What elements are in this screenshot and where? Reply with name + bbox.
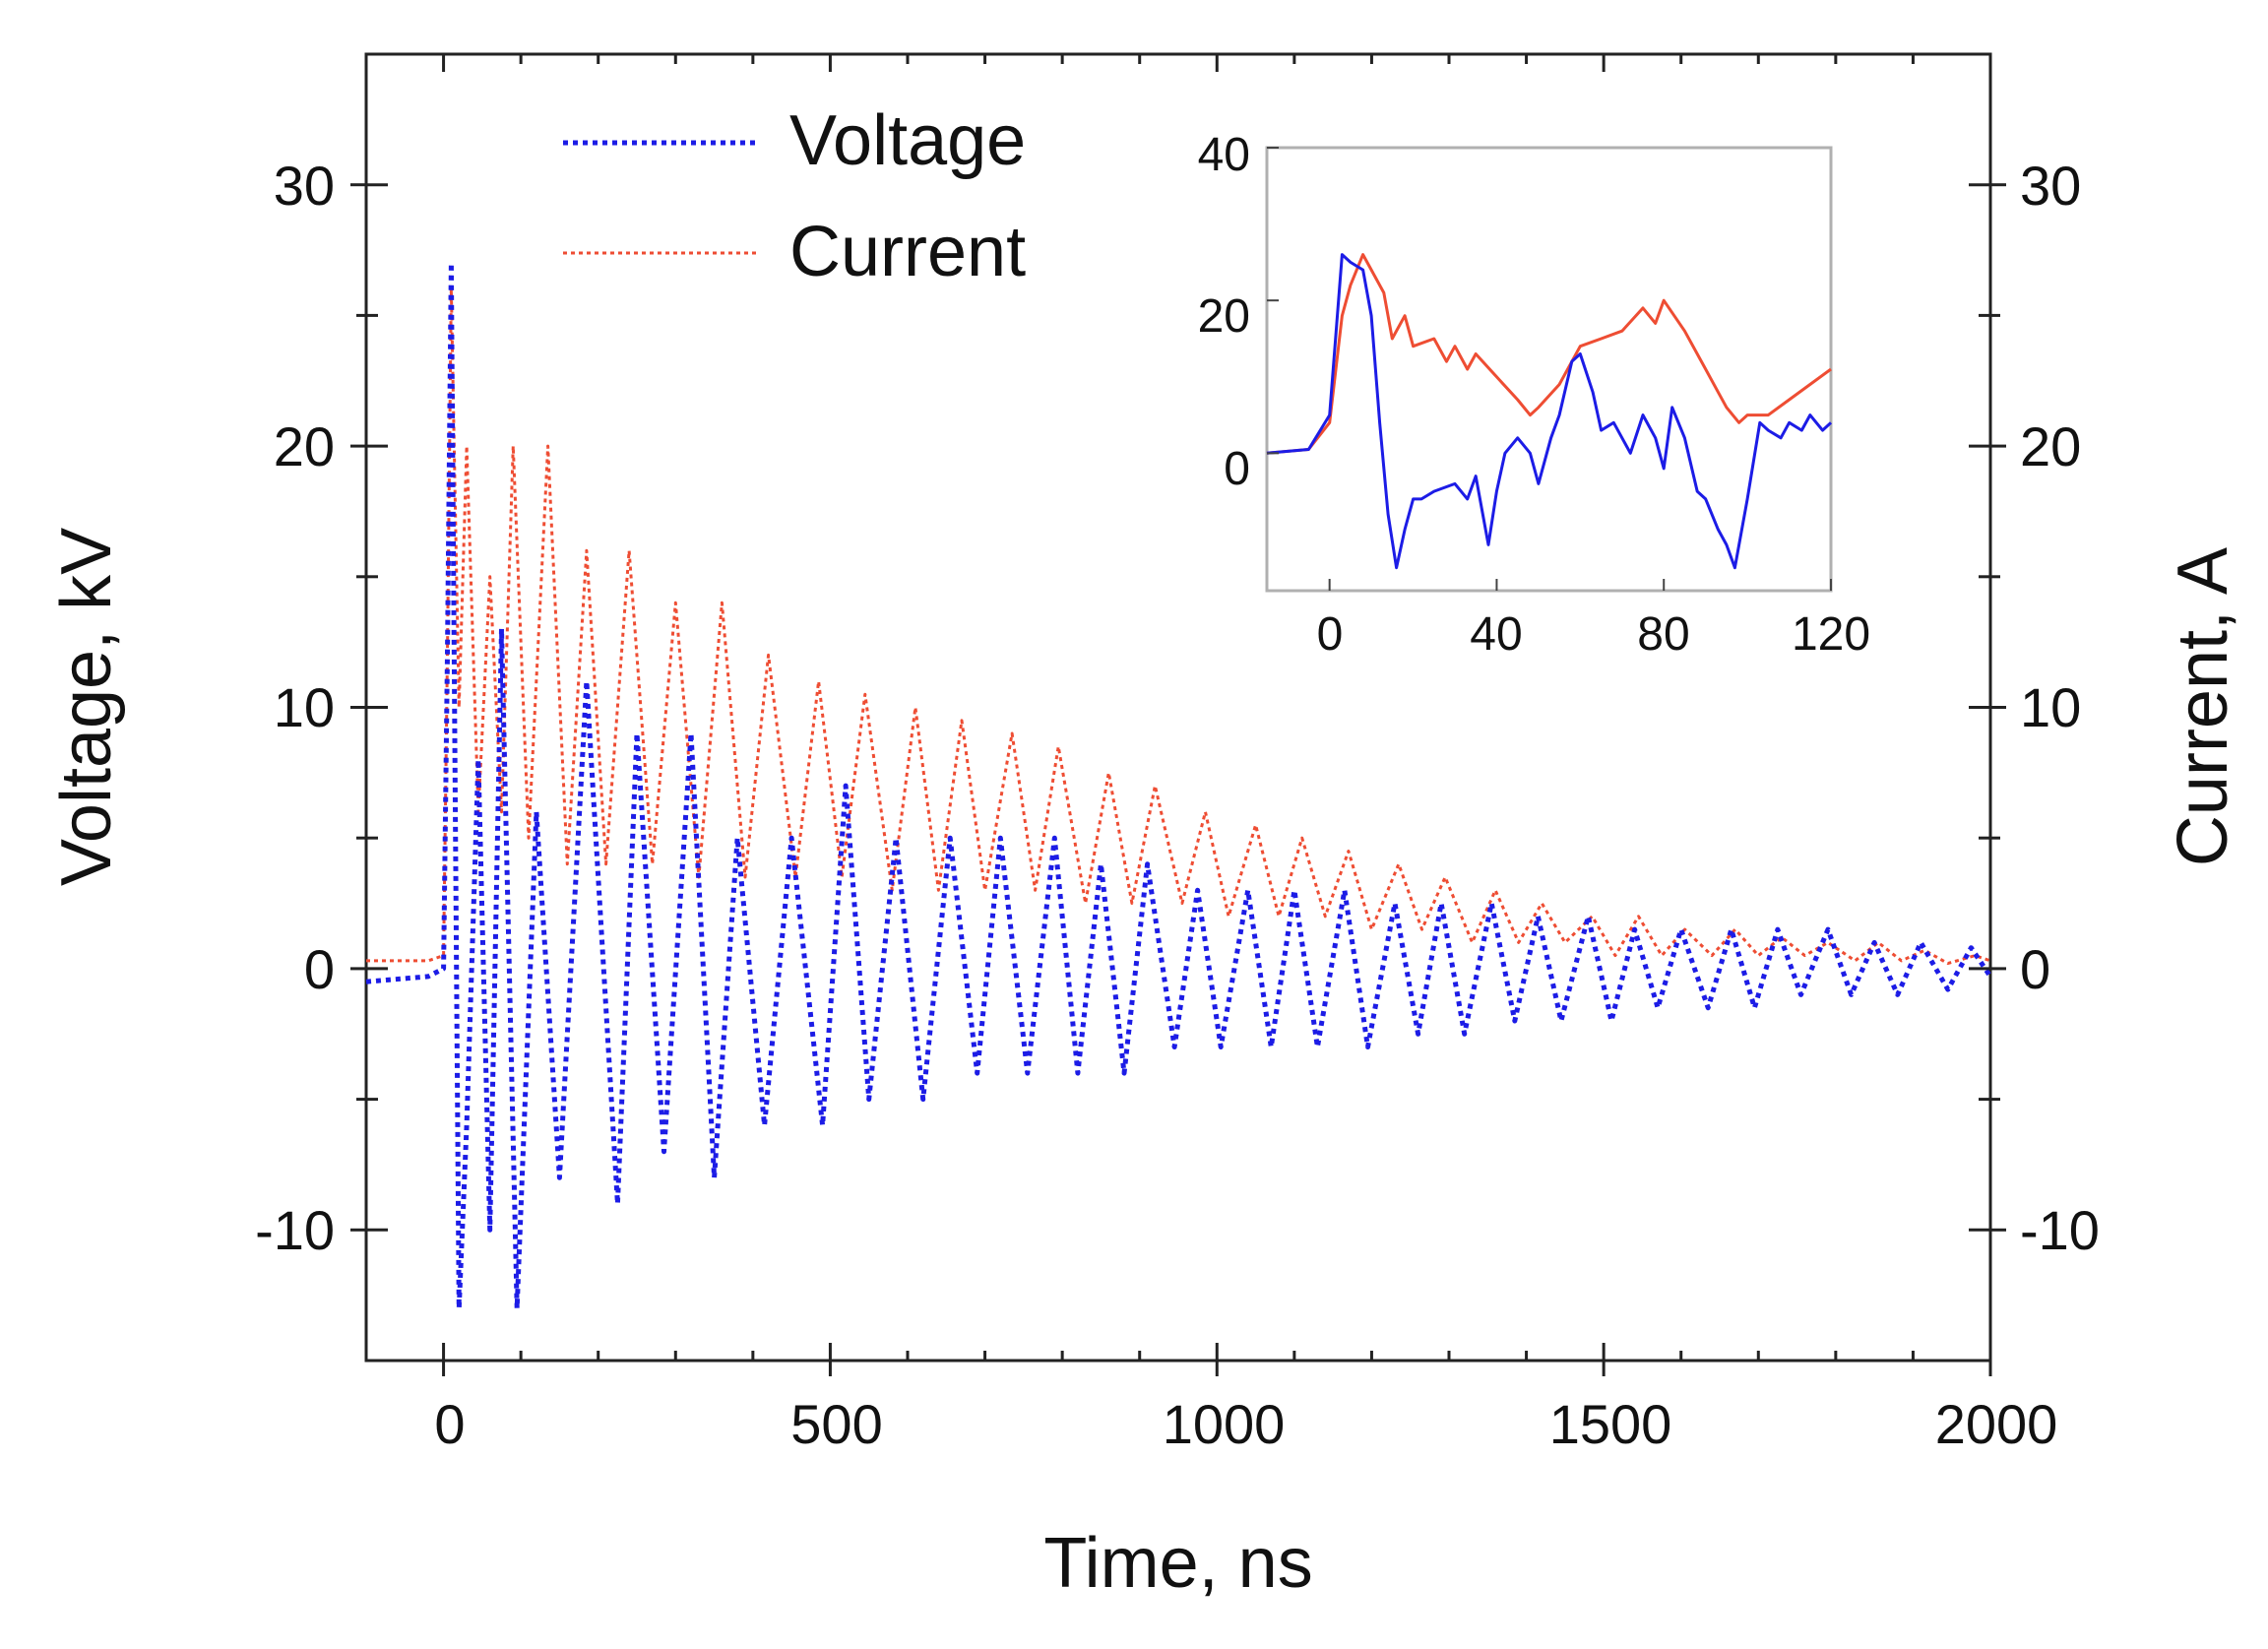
inset-series-line-current [1266,253,1832,455]
y2-tick-label: -10 [2020,1199,2100,1261]
series-line-voltage [365,260,1993,1311]
inset-y-tick-label: 40 [1198,129,1250,181]
x-tick-label: 500 [790,1393,882,1455]
y-axis-title: Voltage, kV [47,528,126,886]
x-tick-label: 0 [434,1393,465,1455]
y2-tick-label: 0 [2020,938,2050,1000]
inset-y-tick-label: 20 [1198,290,1250,343]
y2-tick-label: 10 [2020,676,2081,738]
x-axis-title: Time, ns [1043,1524,1312,1603]
inset-plot-frame [1265,146,1833,593]
y2-axis-title: Current, A [2164,547,2242,866]
y-tick-label: -10 [255,1199,335,1261]
legend-current-label: Current [789,213,1026,291]
legend: Voltage Current [563,101,1026,291]
main-chart: 30 20 10 0 -10 30 20 10 0 -10 0 500 1000… [47,52,2242,1603]
x-tick-label: 1000 [1163,1393,1286,1455]
x-tick-label: 2000 [1935,1393,2058,1455]
series-line-current [366,287,1991,966]
x-tick-label: 1500 [1549,1393,1672,1455]
inset-x-tick-label: 40 [1470,608,1522,661]
inset-x-tick-label: 120 [1792,608,1870,661]
main-series-lines [365,260,1993,1311]
inset-axis-ticks [1267,147,1832,591]
y-tick-label: 30 [274,155,335,217]
inset-x-tick-label: 80 [1637,608,1689,661]
y2-tick-label: 30 [2020,155,2081,217]
y-tick-label: 0 [304,938,335,1000]
inset-series-lines [1266,253,1833,570]
y2-tick-label: 20 [2020,415,2081,477]
inset-series-line-voltage [1266,253,1833,570]
inset-y-tick-label: 0 [1224,443,1250,495]
inset-chart: 40 20 0 0 40 80 120 [1198,129,1870,661]
y-tick-label: 20 [274,415,335,477]
inset-x-tick-label: 0 [1317,608,1344,661]
main-axis-ticks [350,54,2006,1376]
y-tick-label: 10 [274,676,335,738]
legend-voltage-label: Voltage [789,101,1026,180]
